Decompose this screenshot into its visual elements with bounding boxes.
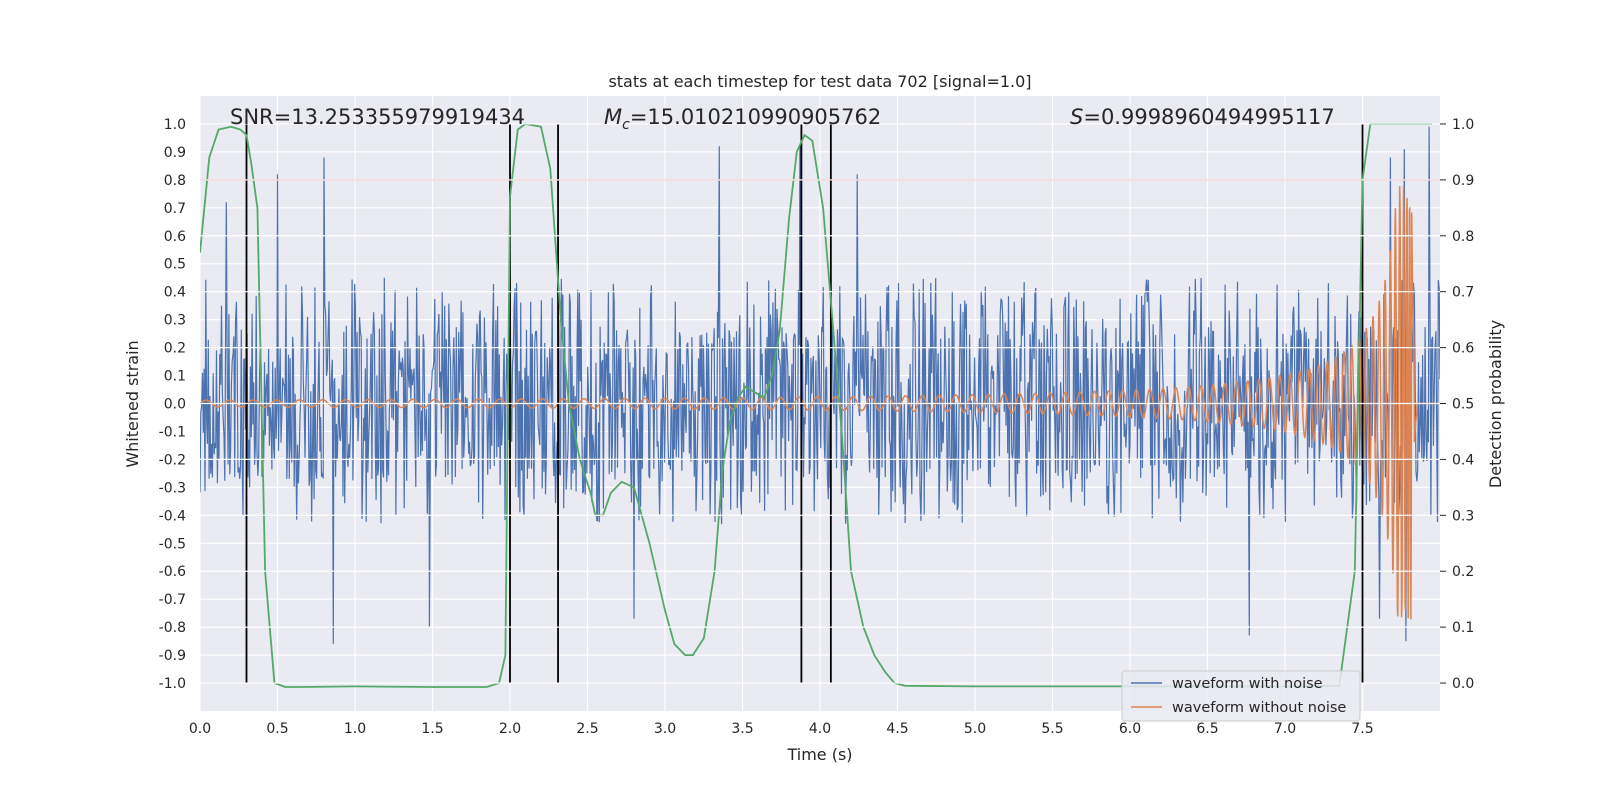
x-tick-label: 3.0 <box>654 721 676 737</box>
snr-annotation: SNR=13.253355979919434 <box>230 105 525 129</box>
s-value: =0.9998960494995117 <box>1083 105 1334 129</box>
x-tick-label: 0.0 <box>189 721 211 737</box>
y-tick-label-left: 0.6 <box>164 229 186 245</box>
y-tick-label-left: -0.8 <box>159 620 186 636</box>
y-tick-label-left: 1.0 <box>164 117 186 133</box>
x-tick-label: 2.0 <box>499 721 521 737</box>
y-tick-label-left: -0.6 <box>159 564 186 580</box>
clean-waveform-line <box>200 186 1440 620</box>
y-tick-label-left: 0.0 <box>164 397 186 413</box>
s-symbol: S <box>1070 105 1083 129</box>
y-tick-label-right: 0.9 <box>1452 173 1474 189</box>
x-tick-label: 1.5 <box>421 721 443 737</box>
y-tick-label-left: -0.7 <box>159 592 186 608</box>
legend-label-noise: waveform with noise <box>1172 676 1323 692</box>
mc-symbol: M <box>604 105 622 129</box>
y-tick-label-left: 0.3 <box>164 313 186 329</box>
y-tick-label-right: 0.6 <box>1452 341 1474 357</box>
y-tick-label-left: -0.2 <box>159 452 186 468</box>
noisy-waveform-line <box>200 126 1440 644</box>
y-tick-label-right: 0.1 <box>1452 620 1474 636</box>
y-tick-label-left: 0.4 <box>164 285 186 301</box>
y-tick-label-right: 0.7 <box>1452 285 1474 301</box>
y-tick-label-right: 0.8 <box>1452 229 1474 245</box>
y-tick-label-right: 0.5 <box>1452 397 1474 413</box>
y-tick-label-left: -1.0 <box>159 676 186 692</box>
x-tick-label: 7.5 <box>1351 721 1373 737</box>
x-tick-label: 3.5 <box>731 721 753 737</box>
y-tick-label-left: 0.8 <box>164 173 186 189</box>
y-tick-label-left: 0.1 <box>164 369 186 385</box>
x-tick-label: 4.0 <box>809 721 831 737</box>
x-tick-label: 5.0 <box>964 721 986 737</box>
y-axis-label-left: Whitened strain <box>123 340 142 467</box>
x-tick-label: 1.0 <box>344 721 366 737</box>
x-tick-label: 5.5 <box>1041 721 1063 737</box>
legend: waveform with noise waveform without noi… <box>1121 670 1361 722</box>
mc-annotation: Mc=15.010210990905762 <box>604 105 881 133</box>
x-tick-label: 0.5 <box>266 721 288 737</box>
y-tick-label-right: 1.0 <box>1452 117 1474 133</box>
x-tick-label: 6.5 <box>1196 721 1218 737</box>
y-tick-label-left: 0.5 <box>164 257 186 273</box>
chart-title: stats at each timestep for test data 702… <box>608 72 1031 91</box>
y-tick-label-left: 0.7 <box>164 201 186 217</box>
y-tick-label-right: 0.3 <box>1452 508 1474 524</box>
y-axis-label-right: Detection probability <box>1486 320 1505 488</box>
x-tick-label: 7.0 <box>1274 721 1296 737</box>
s-annotation: S=0.9998960494995117 <box>1070 105 1335 129</box>
ticks: 0.0 0.5 1.0 1.5 2.0 2.5 3.0 3.5 4.0 4.5 5.0 5.5 6.0 6… <box>159 117 1475 737</box>
y-tick-label-right: 0.4 <box>1452 452 1474 468</box>
mc-value: =15.010210990905762 <box>630 105 881 129</box>
x-axis-label: Time (s) <box>786 745 852 764</box>
detection-probability-line <box>200 123 1433 688</box>
y-tick-label-left: 0.2 <box>164 341 186 357</box>
y-tick-label-left: 0.9 <box>164 145 186 161</box>
x-tick-label: 2.5 <box>576 721 598 737</box>
y-tick-label-left: -0.4 <box>159 508 186 524</box>
legend-label-clean: waveform without noise <box>1172 700 1346 716</box>
y-tick-label-left: -0.5 <box>159 536 186 552</box>
x-tick-label: 6.0 <box>1119 721 1141 737</box>
y-tick-label-right: 0.0 <box>1452 676 1474 692</box>
y-tick-label-left: -0.9 <box>159 648 186 664</box>
x-tick-label: 4.5 <box>886 721 908 737</box>
y-tick-label-right: 0.2 <box>1452 564 1474 580</box>
legend-box <box>1121 670 1361 722</box>
y-tick-label-left: -0.1 <box>159 424 186 440</box>
right-axis-grid <box>200 123 1440 684</box>
mc-subscript: c <box>622 117 630 133</box>
y-tick-label-left: -0.3 <box>159 480 186 496</box>
